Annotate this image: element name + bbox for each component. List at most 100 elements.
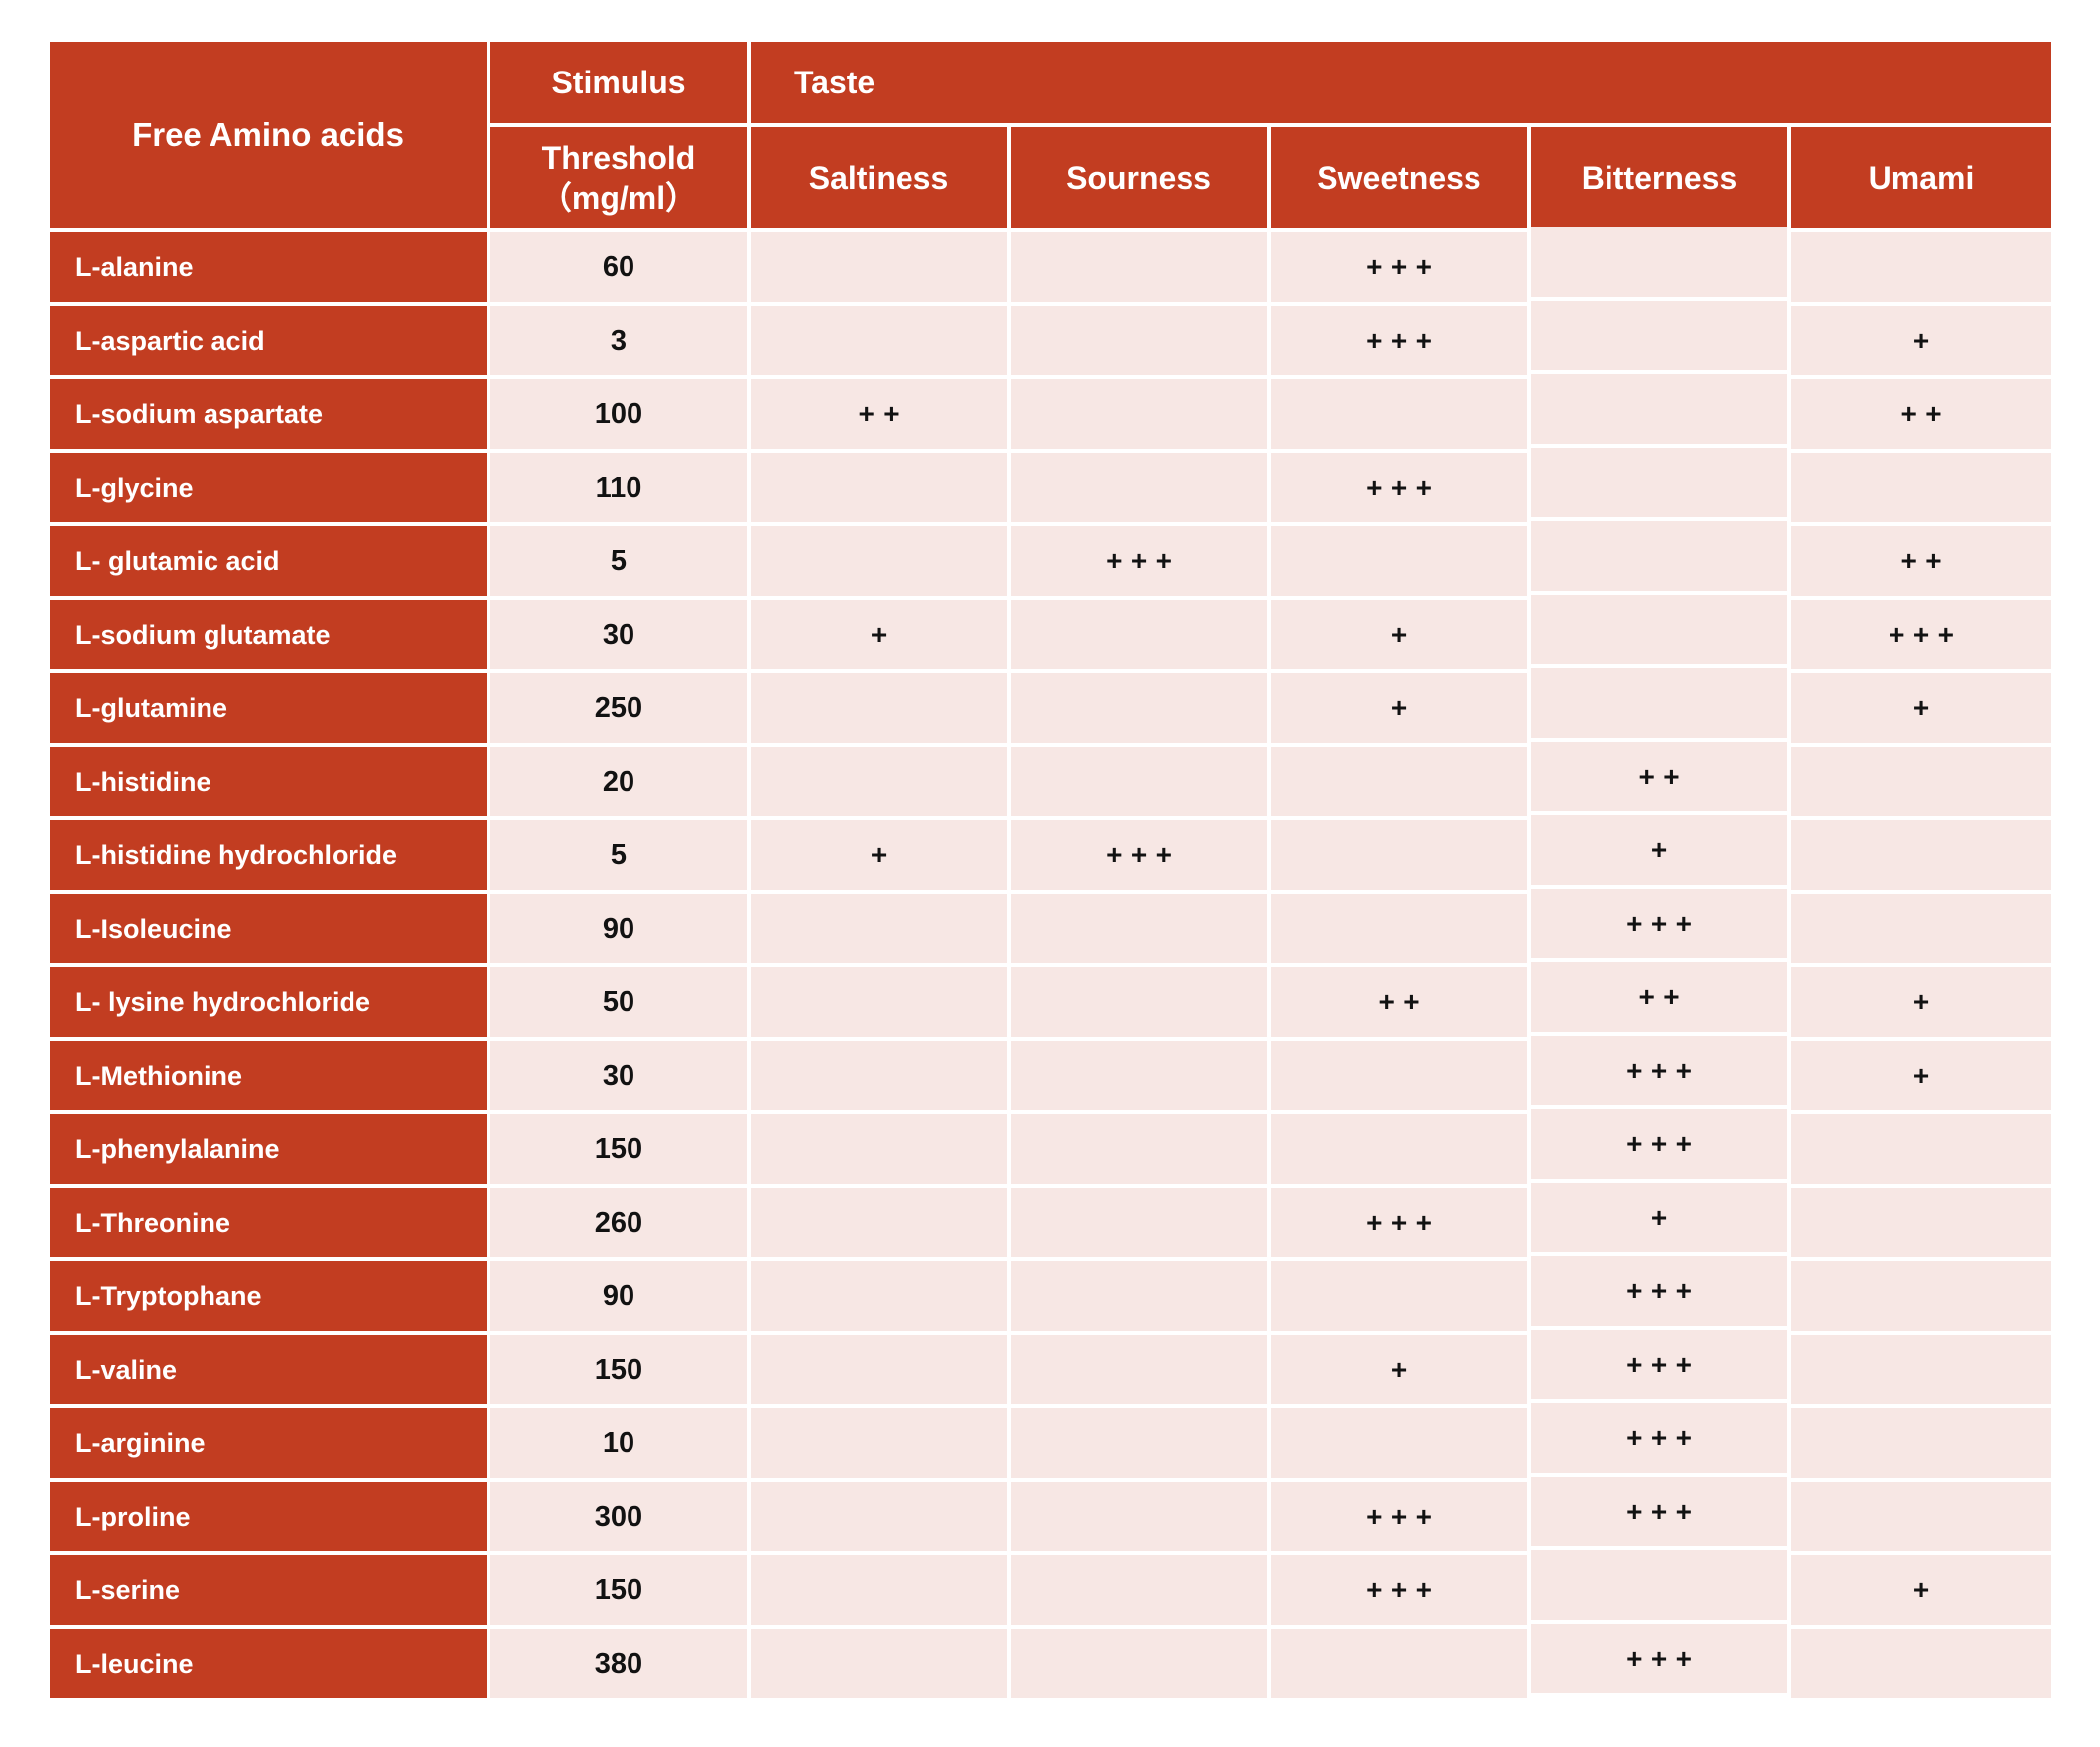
sweetness-value [1271, 1408, 1527, 1478]
umami-value: + [1791, 673, 2051, 743]
saltiness-value [751, 453, 1007, 522]
bitterness-value: +++ [1531, 1109, 1787, 1179]
bitterness-value [1531, 595, 1787, 664]
sourness-value [1011, 1555, 1267, 1625]
saltiness-value [751, 1629, 1007, 1698]
row-label: L-Threonine [50, 1188, 487, 1257]
header-taste: Taste [751, 42, 2051, 123]
threshold-value: 100 [490, 379, 747, 449]
threshold-value: 50 [490, 967, 747, 1037]
saltiness-value: + [751, 820, 1007, 890]
threshold-value: 30 [490, 1041, 747, 1110]
sourness-value [1011, 1335, 1267, 1404]
bitterness-value: +++ [1531, 1036, 1787, 1105]
saltiness-value [751, 1261, 1007, 1331]
header-saltiness: Saltiness [751, 127, 1007, 228]
sweetness-value [1271, 1041, 1527, 1110]
saltiness-value [751, 747, 1007, 816]
sourness-value [1011, 1114, 1267, 1184]
threshold-value: 5 [490, 820, 747, 890]
bitterness-value: ++ [1531, 962, 1787, 1032]
row-label: L- glutamic acid [50, 526, 487, 596]
umami-value [1791, 1114, 2051, 1184]
threshold-value: 20 [490, 747, 747, 816]
threshold-value: 300 [490, 1482, 747, 1551]
row-label: L-proline [50, 1482, 487, 1551]
umami-value: + [1791, 1555, 2051, 1625]
sourness-value [1011, 1482, 1267, 1551]
threshold-value: 3 [490, 306, 747, 375]
threshold-value: 260 [490, 1188, 747, 1257]
sourness-value [1011, 379, 1267, 449]
saltiness-value [751, 232, 1007, 302]
sourness-value [1011, 894, 1267, 963]
saltiness-value [751, 673, 1007, 743]
umami-value [1791, 820, 2051, 890]
threshold-value: 250 [490, 673, 747, 743]
sweetness-value: +++ [1271, 306, 1527, 375]
umami-value [1791, 1188, 2051, 1257]
sourness-value [1011, 306, 1267, 375]
bitterness-value: +++ [1531, 1330, 1787, 1399]
saltiness-value: + [751, 600, 1007, 669]
row-label: L-Methionine [50, 1041, 487, 1110]
threshold-value: 380 [490, 1629, 747, 1698]
threshold-value: 90 [490, 1261, 747, 1331]
sourness-value: +++ [1011, 820, 1267, 890]
sourness-value [1011, 1188, 1267, 1257]
threshold-value: 150 [490, 1114, 747, 1184]
sourness-value [1011, 1629, 1267, 1698]
umami-value: + [1791, 306, 2051, 375]
header-bitterness: Bitterness [1531, 127, 1787, 228]
bitterness-value: +++ [1531, 1403, 1787, 1473]
row-label: L-histidine [50, 747, 487, 816]
umami-value [1791, 894, 2051, 963]
saltiness-value [751, 894, 1007, 963]
bitterness-value [1531, 374, 1787, 444]
row-label: L-leucine [50, 1629, 487, 1698]
bitterness-value: +++ [1531, 1477, 1787, 1546]
header-sourness: Sourness [1011, 127, 1267, 228]
bitterness-value: +++ [1531, 889, 1787, 958]
sweetness-value: ++ [1271, 967, 1527, 1037]
bitterness-value [1531, 521, 1787, 591]
saltiness-value [751, 1041, 1007, 1110]
sourness-value [1011, 673, 1267, 743]
header-threshold-word: Threshold [541, 140, 696, 176]
saltiness-value [751, 306, 1007, 375]
sweetness-value [1271, 1261, 1527, 1331]
row-label: L-glutamine [50, 673, 487, 743]
bitterness-value [1531, 448, 1787, 517]
saltiness-value [751, 1335, 1007, 1404]
sourness-value [1011, 1408, 1267, 1478]
sweetness-value: + [1271, 1335, 1527, 1404]
sweetness-value [1271, 747, 1527, 816]
threshold-value: 150 [490, 1335, 747, 1404]
row-label: L-valine [50, 1335, 487, 1404]
sweetness-value: +++ [1271, 1555, 1527, 1625]
sourness-value [1011, 1041, 1267, 1110]
sweetness-value: + [1271, 600, 1527, 669]
row-label: L-arginine [50, 1408, 487, 1478]
sourness-value [1011, 600, 1267, 669]
threshold-value: 10 [490, 1408, 747, 1478]
threshold-value: 60 [490, 232, 747, 302]
threshold-value: 150 [490, 1555, 747, 1625]
sweetness-value: +++ [1271, 232, 1527, 302]
sourness-value [1011, 232, 1267, 302]
header-sweetness: Sweetness [1271, 127, 1527, 228]
row-label: L-serine [50, 1555, 487, 1625]
row-label: L-alanine [50, 232, 487, 302]
saltiness-value [751, 1408, 1007, 1478]
bitterness-value: ++ [1531, 742, 1787, 811]
amino-acid-taste-table: Free Amino acids Stimulus Taste Threshol… [50, 42, 2051, 1698]
row-label: L-Isoleucine [50, 894, 487, 963]
sweetness-value [1271, 894, 1527, 963]
saltiness-value [751, 1555, 1007, 1625]
header-threshold: Threshold （mg/ml） [490, 127, 747, 228]
sweetness-value [1271, 820, 1527, 890]
bitterness-value [1531, 227, 1787, 297]
sweetness-value: + [1271, 673, 1527, 743]
threshold-value: 5 [490, 526, 747, 596]
saltiness-value [751, 526, 1007, 596]
